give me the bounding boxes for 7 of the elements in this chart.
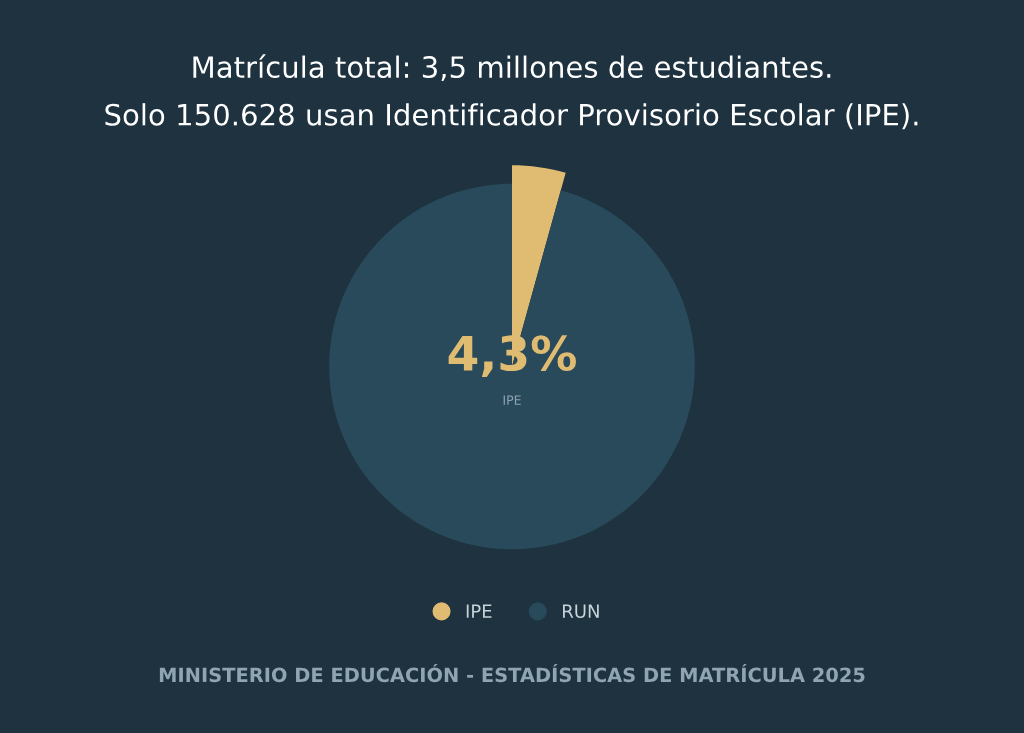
chart-subtitle: Solo 150.628 usan Identificador Provisorio Escolar (IPE). xyxy=(105,103,918,130)
text: 4,3% xyxy=(448,335,576,378)
text: IPE xyxy=(503,395,521,405)
chart-title: Matrícula total: 3,5 millones de estudiantes. xyxy=(193,54,831,82)
legend-label: RUN xyxy=(563,604,599,618)
text: MINISTERIO DE EDUCACIÓN - ESTADÍSTICAS DE MATRÍCULA 2025 xyxy=(159,663,865,683)
legend-label: IPE xyxy=(466,604,492,618)
